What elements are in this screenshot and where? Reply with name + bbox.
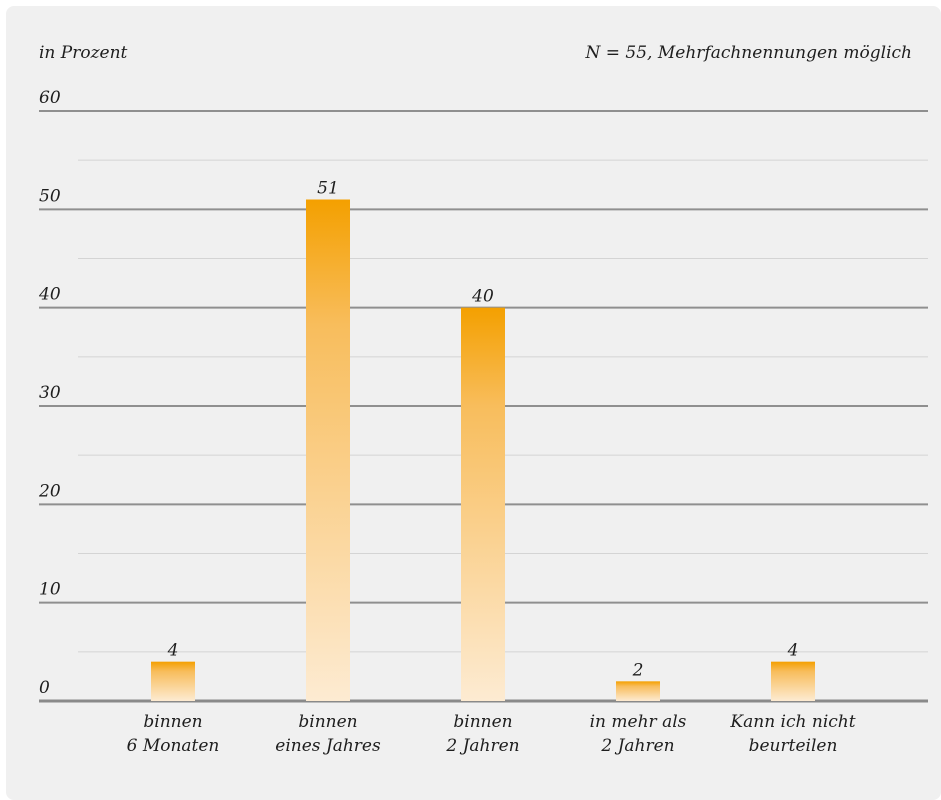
x-category-label: Kann ich nicht: [729, 712, 855, 732]
bar: [306, 199, 350, 701]
x-category-label: binnen: [143, 712, 202, 732]
x-category-label: 2 Jahren: [600, 736, 674, 756]
y-tick-label: 10: [39, 580, 61, 600]
bar-value-label: 2: [632, 660, 644, 680]
y-tick-label: 0: [39, 678, 50, 698]
bar: [771, 661, 815, 701]
x-category-label: beurteilen: [749, 736, 838, 756]
x-category-label: binnen: [298, 712, 357, 732]
y-tick-label: 20: [38, 481, 61, 501]
y-tick-label: 40: [38, 285, 61, 305]
bar-value-label: 4: [167, 641, 179, 661]
x-category-label: 6 Monaten: [127, 736, 220, 756]
y-tick-label: 30: [39, 383, 61, 403]
sample-note: N = 55, Mehrfachnennungen möglich: [585, 43, 913, 63]
y-tick-label: 60: [39, 88, 61, 108]
bar-value-label: 4: [787, 641, 799, 661]
x-category-label: 2 Jahren: [445, 736, 519, 756]
bar: [616, 681, 660, 701]
x-category-label: binnen: [453, 712, 512, 732]
bar-value-label: 40: [471, 287, 494, 307]
x-category-label: eines Jahres: [275, 736, 381, 756]
bar: [461, 307, 505, 701]
y-tick-label: 50: [39, 186, 61, 206]
x-category-label: in mehr als: [590, 712, 687, 732]
unit-label: in Prozent: [39, 43, 128, 63]
bar-value-label: 51: [317, 179, 339, 199]
bar: [151, 661, 195, 701]
